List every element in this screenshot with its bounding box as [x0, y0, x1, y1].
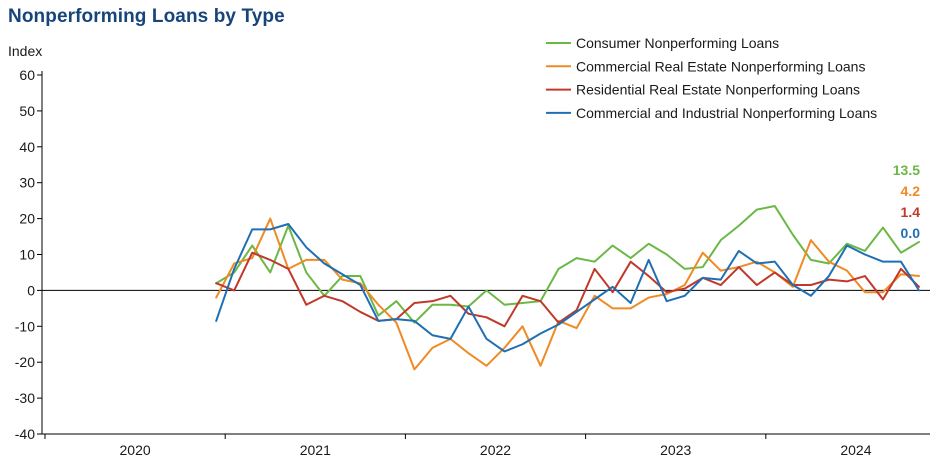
y-tick-label: -10	[15, 318, 35, 334]
end-labels: 13.5 4.2 1.4 0.0	[893, 162, 920, 241]
y-tick-label: -20	[15, 354, 35, 370]
x-tick-label: 2020	[120, 442, 151, 458]
legend-label: Commercial and Industrial Nonperforming …	[576, 105, 877, 121]
y-tick-label: -30	[15, 390, 35, 406]
x-axis: 2020 2021 2022 2023 2024	[42, 289, 930, 458]
legend-label: Residential Real Estate Nonperforming Lo…	[576, 82, 860, 98]
y-tick-label: 50	[19, 103, 35, 119]
y-tick-label: 30	[19, 175, 35, 191]
legend: Consumer Nonperforming Loans Commercial R…	[546, 35, 877, 121]
y-tick-label: -40	[15, 426, 35, 442]
x-tick-label: 2021	[300, 442, 331, 458]
y-axis: 60 50 40 30 20 10 0 -10 -20 -30 -40	[15, 67, 43, 442]
series-line	[215, 205, 920, 324]
y-axis-label: Index	[8, 43, 42, 59]
series-lines	[215, 205, 920, 371]
y-tick-label: 10	[19, 247, 35, 263]
y-tick-label: 0	[27, 282, 35, 298]
end-value-label: 4.2	[901, 183, 921, 199]
end-value-label: 0.0	[901, 225, 921, 241]
legend-label: Commercial Real Estate Nonperforming Loa…	[576, 58, 865, 74]
legend-label: Consumer Nonperforming Loans	[576, 35, 779, 51]
x-tick-label: 2023	[660, 442, 691, 458]
y-tick-label: 60	[19, 67, 35, 83]
chart-title: Nonperforming Loans by Type	[8, 6, 285, 27]
y-tick-label: 40	[19, 139, 35, 155]
end-value-label: 1.4	[901, 204, 921, 220]
series-line	[215, 251, 920, 328]
series-line	[215, 222, 920, 353]
x-tick-label: 2022	[480, 442, 511, 458]
y-tick-label: 20	[19, 211, 35, 227]
end-value-label: 13.5	[893, 162, 920, 178]
x-tick-label: 2024	[840, 442, 871, 458]
